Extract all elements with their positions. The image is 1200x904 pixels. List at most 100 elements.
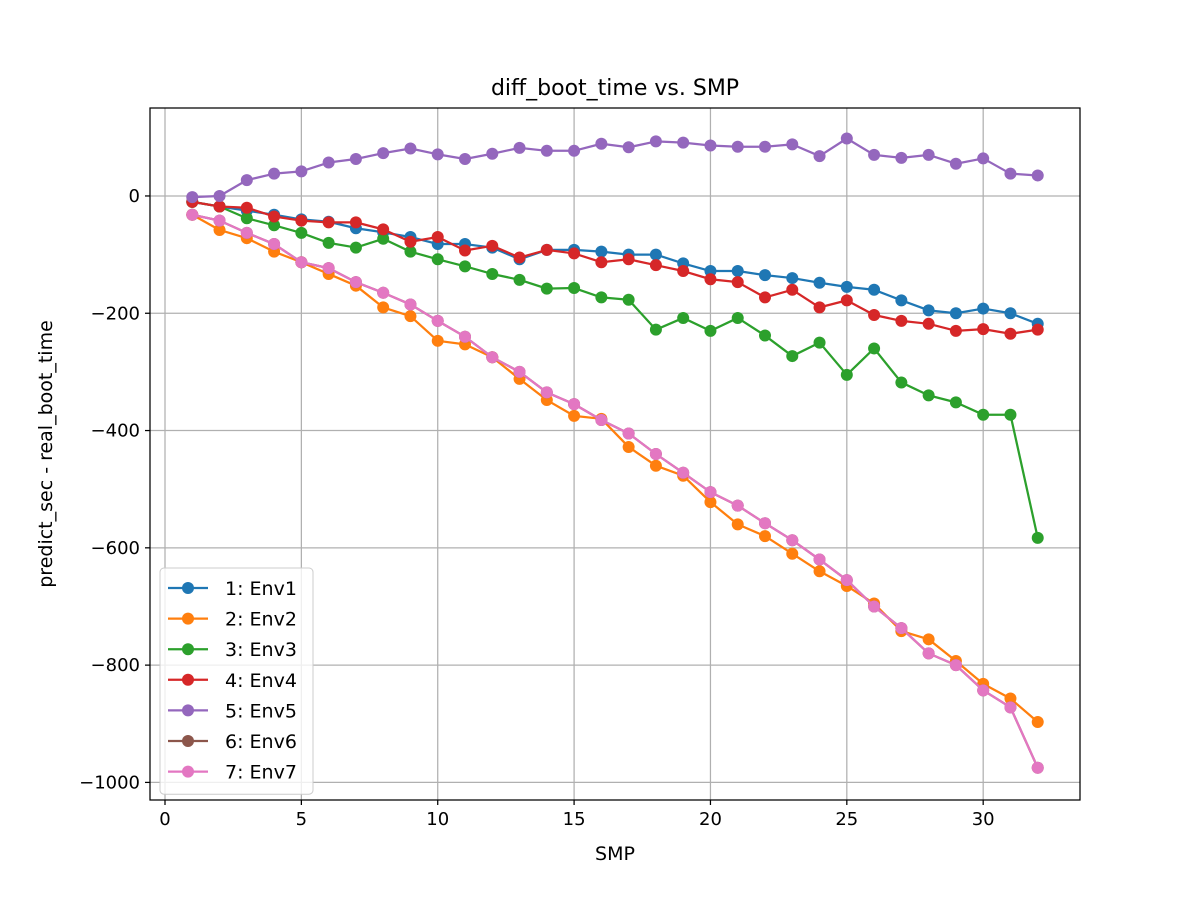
data-point	[595, 256, 608, 269]
data-point	[868, 148, 881, 161]
data-point	[540, 282, 553, 295]
data-point	[595, 291, 608, 304]
data-point	[813, 553, 826, 566]
data-point	[540, 144, 553, 157]
data-point	[649, 323, 662, 336]
data-point	[1031, 323, 1044, 336]
data-point	[459, 330, 471, 343]
data-point	[949, 659, 962, 672]
data-point	[731, 265, 744, 278]
y-tick-label: −600	[91, 538, 140, 559]
legend-item: 4: Env4	[168, 670, 297, 692]
data-point	[868, 342, 881, 355]
data-point	[895, 294, 908, 307]
legend-item: 2: Env2	[168, 609, 297, 631]
data-point	[649, 459, 662, 472]
data-point	[977, 684, 990, 697]
data-point	[595, 137, 608, 150]
data-point	[895, 314, 908, 327]
data-point	[268, 167, 281, 180]
legend-swatch-marker	[182, 582, 194, 594]
data-point	[1004, 692, 1017, 705]
series-5	[186, 132, 1044, 204]
data-point	[295, 165, 308, 178]
data-point	[759, 530, 771, 543]
legend-item: 5: Env5	[168, 700, 297, 722]
data-point	[813, 565, 826, 578]
data-point	[759, 140, 771, 153]
legend-box	[159, 567, 314, 795]
data-point	[1031, 531, 1044, 544]
data-point	[949, 157, 962, 170]
data-point	[486, 267, 499, 280]
data-point	[568, 144, 581, 157]
data-point	[813, 301, 826, 314]
data-point	[349, 216, 362, 229]
data-point	[431, 314, 444, 327]
data-point	[922, 317, 935, 330]
legend-swatch-marker	[182, 704, 194, 717]
data-point	[268, 238, 281, 251]
data-point	[949, 324, 962, 337]
data-point	[895, 622, 908, 635]
data-point	[486, 351, 499, 364]
data-point	[677, 311, 690, 324]
data-point	[977, 408, 990, 421]
y-tick-label: −200	[91, 303, 140, 324]
data-point	[459, 244, 471, 257]
legend-item: 3: Env3	[168, 639, 297, 661]
data-point	[377, 286, 390, 299]
data-point	[786, 534, 799, 547]
data-point	[868, 283, 881, 296]
legend-swatch-marker	[182, 735, 194, 747]
data-point	[786, 283, 799, 296]
data-point	[349, 241, 362, 254]
data-point	[868, 600, 881, 613]
data-point	[704, 496, 717, 509]
data-point	[322, 156, 335, 169]
legend-label: 6: Env6	[225, 731, 297, 753]
data-point	[840, 280, 853, 293]
data-point	[977, 152, 990, 165]
legend-label: 5: Env5	[225, 700, 297, 722]
data-point	[513, 141, 526, 154]
legend-swatch-marker	[182, 765, 194, 778]
data-point	[431, 253, 444, 266]
data-point	[404, 142, 417, 155]
data-point	[595, 245, 608, 258]
data-point	[649, 259, 662, 272]
data-point	[1004, 167, 1017, 180]
data-point	[786, 138, 799, 151]
data-point	[459, 153, 471, 166]
data-point	[568, 398, 581, 411]
x-tick-label: 10	[426, 809, 449, 830]
data-point	[213, 200, 226, 213]
data-point	[731, 311, 744, 324]
legend-swatch-marker	[182, 673, 194, 686]
data-point	[431, 148, 444, 161]
data-point	[486, 147, 499, 160]
data-point	[213, 223, 226, 236]
data-point	[677, 466, 690, 479]
data-point	[704, 265, 717, 278]
data-point	[513, 251, 526, 264]
data-point	[431, 231, 444, 244]
data-point	[786, 350, 799, 363]
x-axis-label: SMP	[595, 843, 635, 865]
data-point	[540, 243, 553, 256]
legend-label: 4: Env4	[225, 670, 297, 692]
x-tick-label: 5	[296, 809, 307, 830]
chart-title: diff_boot_time vs. SMP	[491, 76, 739, 101]
data-point	[377, 223, 390, 236]
legend-label: 7: Env7	[225, 762, 297, 784]
data-point	[431, 334, 444, 347]
data-point	[540, 386, 553, 399]
data-point	[840, 368, 853, 381]
data-point	[731, 276, 744, 289]
data-point	[895, 151, 908, 164]
data-point	[704, 324, 717, 337]
data-point	[868, 309, 881, 322]
data-point	[322, 262, 335, 275]
legend-label: 1: Env1	[225, 578, 297, 600]
